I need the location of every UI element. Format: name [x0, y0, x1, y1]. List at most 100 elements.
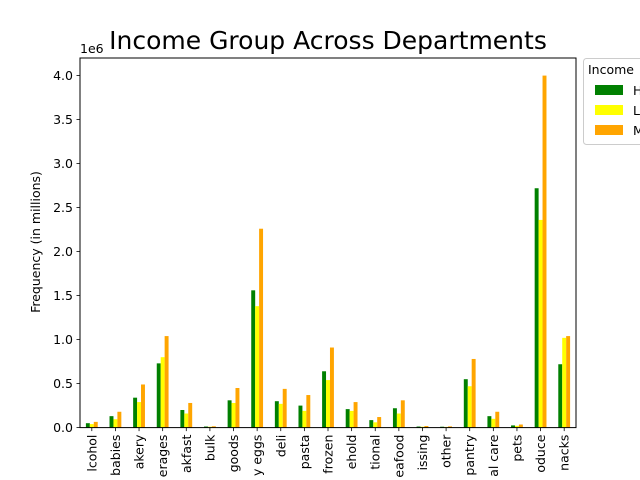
- bar-H-breakfast: [180, 410, 185, 428]
- bar-H-canned-goods: [227, 400, 232, 428]
- bar-L-canned-goods: [231, 402, 236, 428]
- bar-M-missing: [424, 426, 429, 428]
- y-tick-label: 0.0: [53, 420, 73, 435]
- bars-group: [85, 75, 571, 428]
- x-tick-label: akfast: [179, 435, 194, 473]
- bar-M-bakery: [141, 384, 145, 428]
- x-tick-label: nacks: [557, 435, 572, 471]
- y-tick-label: 3.5: [53, 112, 73, 127]
- legend-box: [583, 58, 640, 145]
- legend-label-H: H: [633, 83, 640, 98]
- bar-M-snacks: [566, 336, 571, 428]
- bar-M-other: [448, 426, 452, 428]
- bar-H-missing: [416, 426, 421, 428]
- x-tick-label: frozen: [321, 435, 336, 474]
- x-tick-label: pasta: [297, 435, 312, 470]
- y-tick-label: 1.0: [53, 332, 73, 347]
- y-axis-offset-text: 1e6: [80, 41, 104, 56]
- bar-L-dry-goods-pasta: [302, 410, 307, 428]
- bar-M-canned-goods: [235, 388, 240, 428]
- y-tick-label: 4.0: [53, 68, 73, 83]
- legend-label-L: L: [633, 103, 640, 118]
- x-tick-label: ehold: [344, 435, 359, 470]
- x-tick-label: deli: [273, 435, 288, 458]
- plot-frame: [79, 57, 577, 429]
- bar-H-beverages: [156, 363, 161, 428]
- bar-L-breakfast: [184, 413, 189, 428]
- bar-L-snacks: [562, 337, 567, 428]
- bar-H-pantry: [463, 379, 468, 428]
- bar-L-babies: [113, 419, 118, 428]
- bar-M-breakfast: [188, 402, 193, 428]
- legend-title: Income: [588, 62, 634, 77]
- bar-H-frozen: [322, 371, 327, 428]
- bar-H-deli: [274, 401, 279, 428]
- bar-H-pets: [511, 425, 515, 428]
- bar-L-pantry: [467, 386, 472, 428]
- bar-H-meat-seafood: [392, 408, 397, 428]
- y-tick-label: 2.5: [53, 200, 73, 215]
- legend-swatch-H: [595, 85, 623, 95]
- bar-M-babies: [117, 411, 122, 428]
- x-tick-label: akery: [132, 434, 147, 469]
- x-tick-label: oduce: [533, 434, 548, 472]
- bar-L-international: [373, 422, 378, 428]
- y-tick-label: 2.0: [53, 244, 73, 259]
- bar-H-produce: [534, 188, 539, 428]
- x-tick-label: tional: [368, 435, 383, 470]
- bar-H-personal-care: [487, 416, 492, 428]
- bar-L-bakery: [137, 402, 142, 428]
- bar-M-household: [353, 402, 358, 428]
- bar-M-deli: [282, 388, 287, 428]
- bar-H-bakery: [133, 397, 138, 428]
- bar-L-deli: [278, 403, 283, 428]
- x-axis-ticks: lcohol babies akery erages akfast bulk goods y …: [84, 427, 572, 478]
- chart-title: Income Group Across Departments: [109, 26, 547, 55]
- x-tick-label: pantry: [462, 434, 477, 476]
- bar-M-personal-care: [495, 411, 500, 428]
- x-tick-label: pets: [509, 435, 524, 462]
- x-tick-label: babies: [108, 435, 123, 476]
- x-tick-label: y eggs: [250, 435, 265, 476]
- bar-M-meat-seafood: [400, 400, 405, 428]
- bar-H-babies: [109, 416, 114, 428]
- bar-M-beverages: [164, 336, 169, 428]
- legend: Income HLM: [583, 58, 640, 145]
- bar-M-dairy-eggs: [259, 228, 264, 428]
- bar-H-international: [369, 420, 374, 428]
- bar-M-frozen: [329, 347, 334, 428]
- bar-H-snacks: [558, 364, 563, 428]
- x-tick-label: goods: [226, 435, 241, 473]
- bar-L-personal-care: [491, 418, 496, 428]
- x-tick-label: other: [439, 434, 454, 468]
- bar-L-produce: [538, 219, 543, 428]
- bar-L-meat-seafood: [396, 413, 401, 428]
- bar-M-international: [377, 417, 382, 428]
- bar-L-frozen: [326, 380, 330, 428]
- y-tick-label: 3.0: [53, 156, 73, 171]
- bar-H-dry-goods-pasta: [298, 405, 303, 428]
- y-tick-label: 1.5: [53, 288, 73, 303]
- bar-H-household: [345, 409, 350, 428]
- y-axis-label: Frequency (in millions): [28, 171, 43, 313]
- bar-L-alcohol: [89, 424, 94, 428]
- bar-M-pets: [518, 424, 523, 428]
- x-tick-label: al care: [486, 434, 501, 477]
- bar-M-produce: [542, 75, 547, 428]
- x-tick-label: eafood: [391, 435, 406, 478]
- bar-L-beverages: [160, 357, 165, 428]
- bar-H-alcohol: [85, 423, 90, 428]
- bar-M-alcohol: [93, 421, 98, 428]
- y-tick-label: 0.5: [53, 376, 73, 391]
- bar-H-bulk: [204, 426, 208, 428]
- x-tick-label: bulk: [202, 434, 217, 461]
- bar-M-dry-goods-pasta: [306, 395, 311, 428]
- x-tick-label: issing: [415, 435, 430, 471]
- bar-M-pantry: [471, 358, 476, 428]
- legend-swatch-M: [595, 125, 623, 135]
- legend-label-M: M: [633, 123, 640, 138]
- y-axis-ticks: 0.0 0.5 1.0 1.5 2.0 2.5 3.0 3.5 4.0: [53, 68, 80, 435]
- x-tick-label: erages: [155, 435, 170, 478]
